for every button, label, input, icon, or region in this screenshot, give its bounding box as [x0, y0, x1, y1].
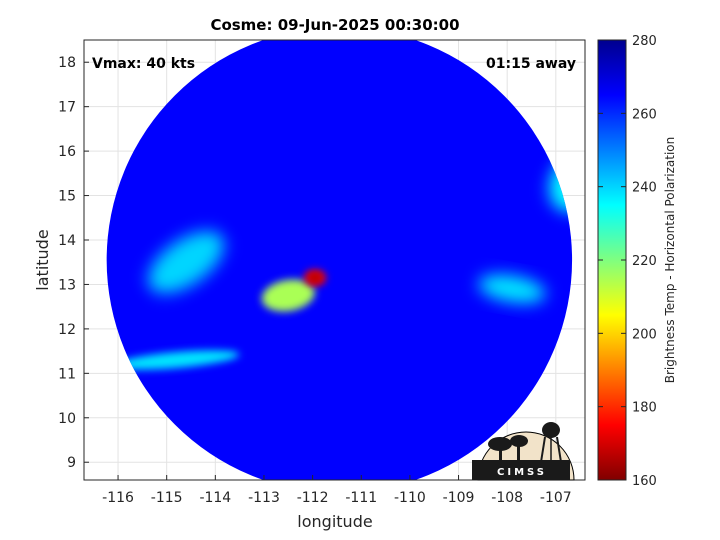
x-tick-label: -107 — [540, 490, 572, 506]
cimss-logo: CIMSS — [472, 422, 575, 481]
swath-feature-eye-core — [308, 272, 322, 283]
colorbar-ticks: 160 180 200 220 240 260 280 — [598, 34, 657, 489]
cimss-logo-text: CIMSS — [497, 467, 547, 478]
y-tick-label: 14 — [58, 233, 76, 249]
y-tick-label: 17 — [58, 100, 76, 116]
swath-feature-east-band — [478, 274, 546, 304]
y-tick-label: 11 — [58, 366, 76, 382]
swath-feature-inner-band — [261, 279, 315, 312]
colorbar-tick-label: 160 — [632, 474, 657, 489]
y-tick-label: 18 — [58, 55, 76, 71]
y-tick-label: 16 — [58, 144, 76, 160]
y-axis-label: latitude — [33, 229, 52, 290]
x-tick-label: -108 — [491, 490, 523, 506]
colorbar-tick-label: 180 — [632, 401, 657, 416]
x-tick-label: -109 — [443, 490, 475, 506]
x-axis-label: longitude — [297, 512, 372, 531]
plot-frame — [83, 39, 586, 481]
x-axis-ticks: -116 -115 -114 -113 -112 -111 -110 -109 -108 -107 — [102, 475, 572, 506]
chart-title: Cosme: 09-Jun-2025 00:30:00 — [210, 16, 459, 34]
x-tick-label: -110 — [394, 490, 426, 506]
y-tick-label: 15 — [58, 189, 76, 205]
vmax-annotation: Vmax: 40 kts — [92, 56, 195, 72]
colorbar-tick-label: 200 — [632, 327, 657, 342]
x-tick-label: -113 — [248, 490, 280, 506]
colorbar-tick-label: 260 — [632, 107, 657, 122]
y-axis-ticks: 9 10 11 12 13 14 15 16 17 18 — [58, 55, 89, 471]
swath-feature-west-band — [148, 231, 225, 294]
x-tick-label: -112 — [297, 490, 329, 506]
y-tick-label: 9 — [67, 455, 76, 471]
plot-area — [83, 39, 586, 481]
colorbar-tick-label: 240 — [632, 181, 657, 196]
time-away-annotation: 01:15 away — [486, 56, 576, 72]
colorbar-tick-label: 280 — [632, 34, 657, 49]
y-tick-label: 12 — [58, 322, 76, 338]
colorbar: 160 180 200 220 240 260 280 Brightness Temp - … — [597, 34, 677, 489]
y-tick-label: 13 — [58, 277, 76, 293]
colorbar-tick-label: 220 — [632, 254, 657, 269]
x-tick-label: -114 — [199, 490, 231, 506]
x-tick-label: -111 — [345, 490, 377, 506]
x-tick-label: -116 — [102, 490, 134, 506]
microwave-swath — [106, 40, 573, 480]
colorbar-label: Brightness Temp - Horizontal Polarizatio… — [663, 137, 677, 384]
swath-feature-south-band — [113, 350, 240, 370]
x-tick-label: -115 — [151, 490, 183, 506]
y-tick-label: 10 — [58, 411, 76, 427]
